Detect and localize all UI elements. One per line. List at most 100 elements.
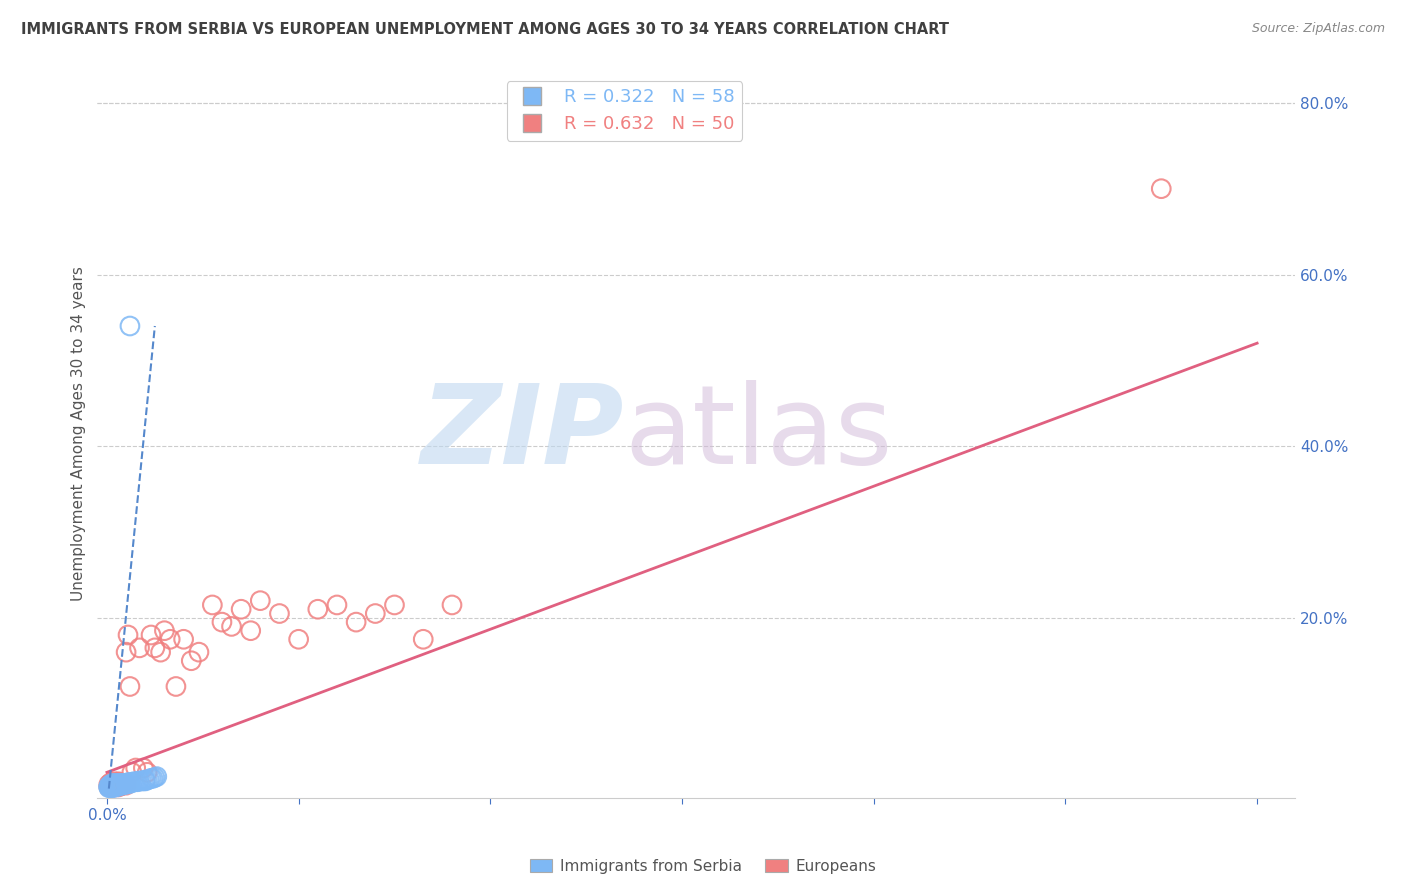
Point: [139, 772, 162, 786]
Point: [146, 770, 169, 784]
Point: [107, 778, 129, 792]
Y-axis label: Unemployment Among Ages 30 to 34 years: Unemployment Among Ages 30 to 34 years: [72, 266, 86, 600]
Point: [118, 318, 141, 333]
Point: [143, 771, 166, 785]
Point: [100, 778, 122, 792]
Point: [440, 598, 463, 612]
Point: [307, 602, 329, 616]
Point: [117, 776, 139, 790]
Point: [136, 772, 159, 787]
Point: [326, 598, 349, 612]
Point: [100, 777, 122, 791]
Point: [100, 780, 122, 794]
Point: [101, 778, 124, 792]
Text: IMMIGRANTS FROM SERBIA VS EUROPEAN UNEMPLOYMENT AMONG AGES 30 TO 34 YEARS CORREL: IMMIGRANTS FROM SERBIA VS EUROPEAN UNEMP…: [21, 22, 949, 37]
Point: [110, 778, 132, 792]
Point: [112, 776, 135, 790]
Text: atlas: atlas: [624, 380, 893, 487]
Point: [132, 761, 155, 775]
Point: [128, 773, 150, 788]
Point: [112, 777, 135, 791]
Point: [1150, 182, 1173, 196]
Point: [180, 654, 202, 668]
Point: [115, 777, 138, 791]
Point: [239, 624, 262, 638]
Point: [105, 778, 128, 792]
Point: [128, 640, 150, 655]
Legend: R = 0.322   N = 58, R = 0.632   N = 50: R = 0.322 N = 58, R = 0.632 N = 50: [506, 81, 742, 141]
Point: [115, 778, 138, 792]
Point: [122, 774, 145, 789]
Point: [107, 774, 129, 789]
Point: [110, 779, 132, 793]
Point: [153, 624, 176, 638]
Point: [159, 632, 181, 647]
Point: [111, 778, 134, 792]
Point: [143, 640, 166, 655]
Point: [105, 776, 128, 790]
Point: [344, 615, 367, 629]
Point: [101, 777, 124, 791]
Point: [110, 775, 132, 789]
Point: [188, 645, 211, 659]
Point: [173, 632, 195, 647]
Point: [110, 776, 132, 790]
Point: [134, 773, 156, 788]
Point: [105, 776, 128, 790]
Point: [364, 607, 387, 621]
Point: [115, 776, 138, 790]
Point: [97, 780, 120, 794]
Point: [105, 777, 128, 791]
Point: [249, 593, 271, 607]
Point: [118, 776, 141, 790]
Text: ZIP: ZIP: [420, 380, 624, 487]
Point: [117, 628, 139, 642]
Point: [115, 645, 138, 659]
Point: [101, 776, 124, 790]
Point: [138, 772, 160, 787]
Point: [112, 777, 135, 791]
Point: [118, 680, 141, 694]
Point: [149, 645, 172, 659]
Point: [134, 772, 156, 787]
Point: [107, 777, 129, 791]
Legend: Immigrants from Serbia, Europeans: Immigrants from Serbia, Europeans: [523, 853, 883, 880]
Point: [104, 774, 127, 789]
Point: [105, 779, 128, 793]
Point: [201, 598, 224, 612]
Point: [136, 765, 159, 780]
Point: [121, 765, 143, 780]
Point: [117, 775, 139, 789]
Point: [100, 780, 122, 794]
Point: [125, 761, 148, 775]
Point: [104, 779, 127, 793]
Point: [165, 680, 187, 694]
Point: [139, 628, 162, 642]
Point: [101, 779, 124, 793]
Point: [412, 632, 434, 647]
Point: [107, 780, 129, 794]
Point: [132, 773, 155, 788]
Point: [125, 774, 148, 789]
Point: [104, 780, 127, 794]
Point: [110, 777, 132, 791]
Point: [105, 779, 128, 793]
Point: [142, 772, 165, 786]
Point: [101, 780, 124, 794]
Point: [211, 615, 233, 629]
Point: [229, 602, 252, 616]
Point: [97, 777, 120, 791]
Point: [121, 775, 143, 789]
Point: [97, 780, 120, 794]
Point: [269, 607, 291, 621]
Point: [111, 776, 134, 790]
Point: [101, 780, 124, 795]
Point: [131, 773, 153, 788]
Point: [105, 780, 128, 794]
Point: [104, 777, 127, 791]
Point: [118, 775, 141, 789]
Point: [104, 778, 127, 792]
Point: [101, 779, 124, 793]
Text: Source: ZipAtlas.com: Source: ZipAtlas.com: [1251, 22, 1385, 36]
Point: [100, 775, 122, 789]
